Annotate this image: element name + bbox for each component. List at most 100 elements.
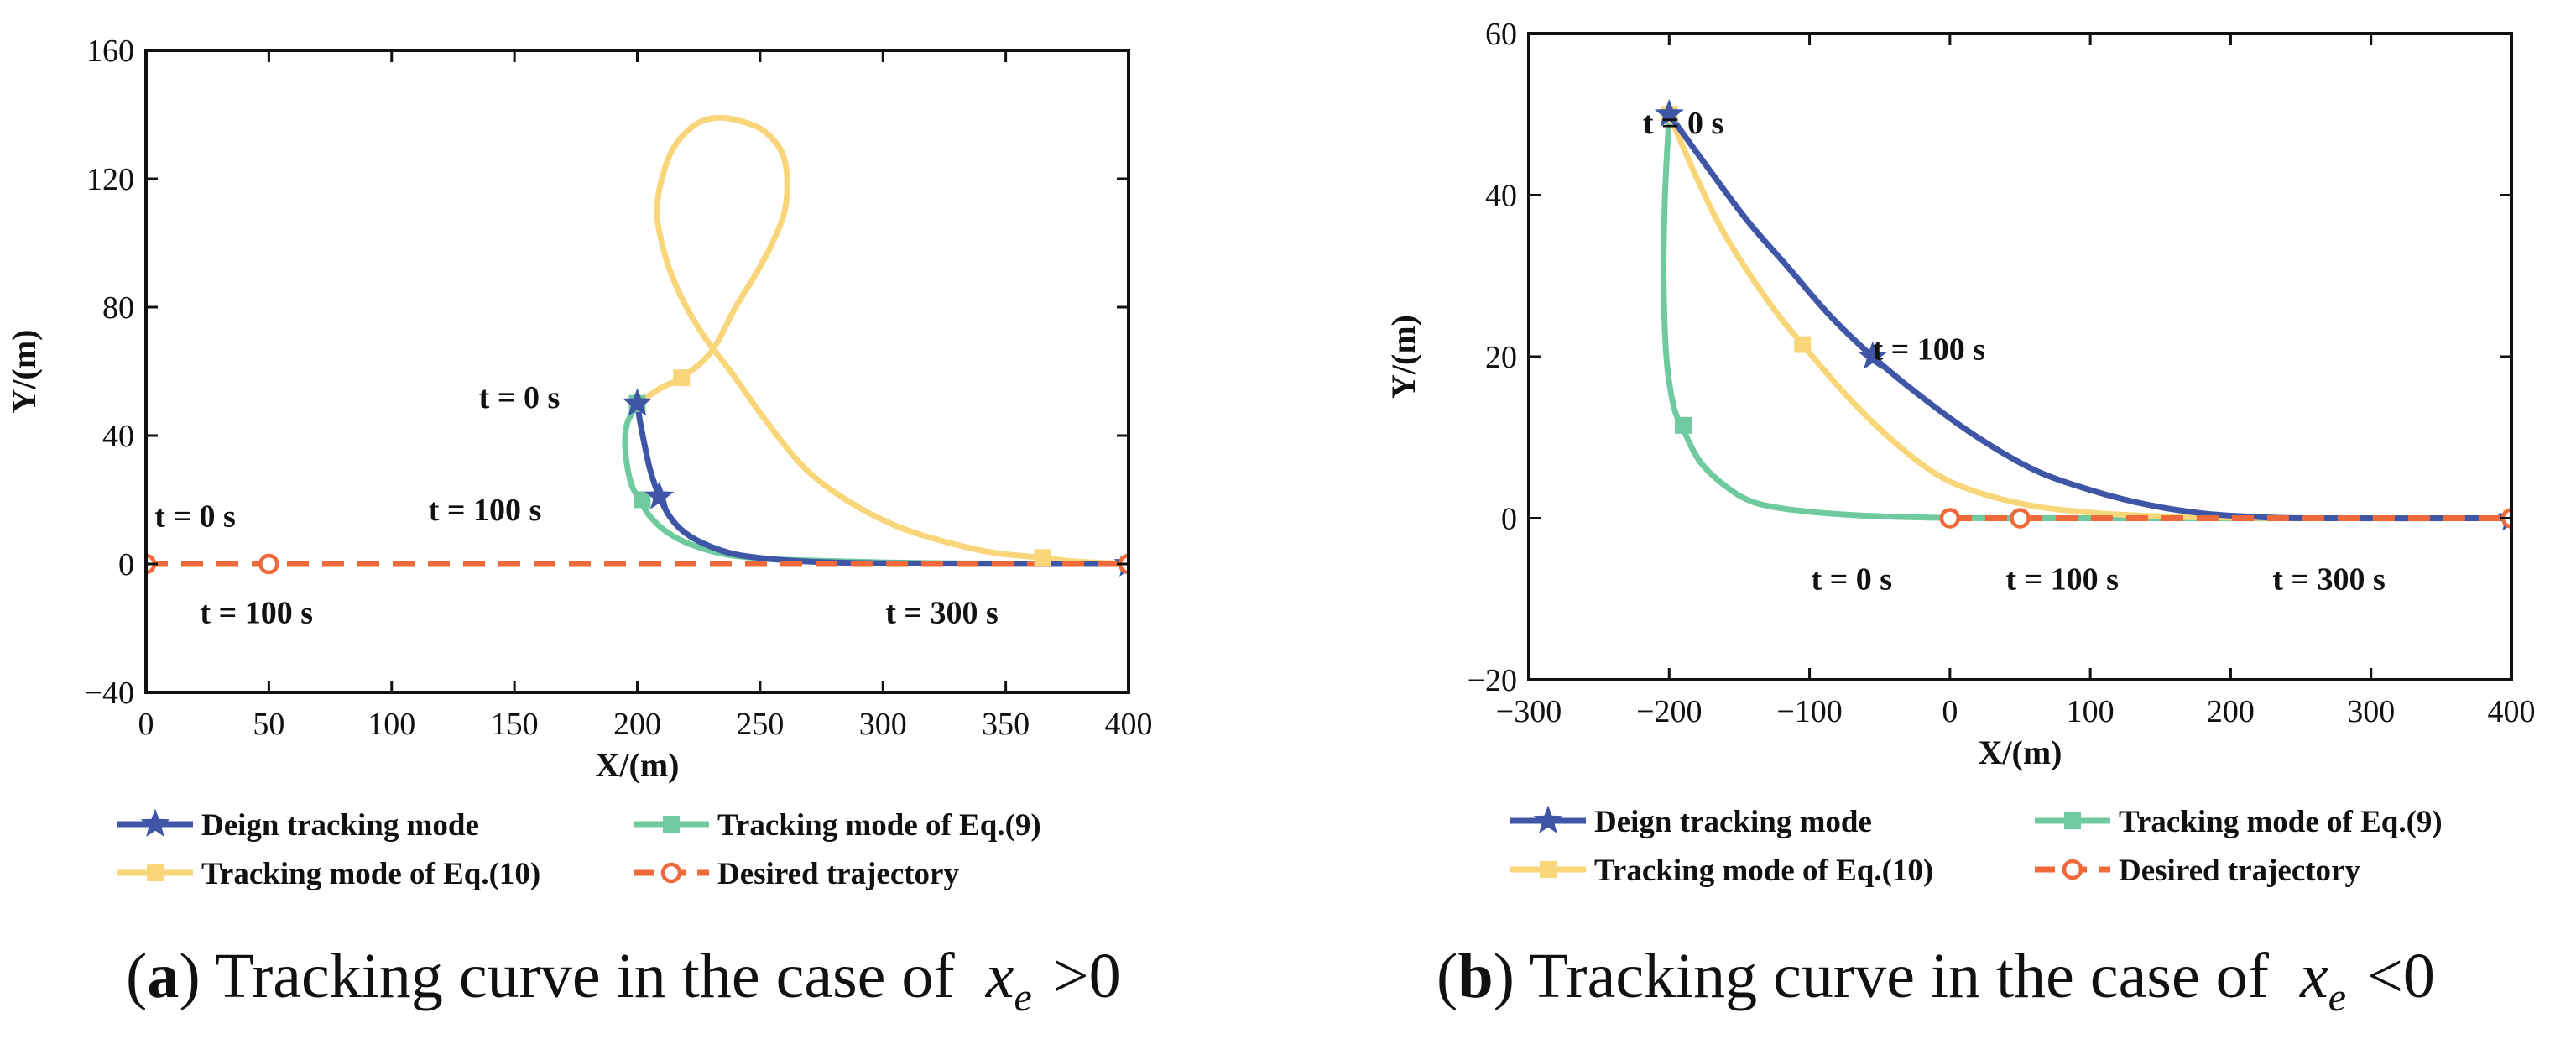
time-annotation: t = 100 s: [1872, 332, 1985, 367]
caption-relation: <0: [2351, 941, 2435, 1011]
legend-marker-eq10: [147, 864, 164, 881]
time-annotation: t = 100 s: [429, 493, 542, 528]
legend-label-eq9: Tracking mode of Eq.(9): [717, 808, 1041, 843]
time-annotation: t = 0 s: [479, 380, 561, 415]
y-axis-title: Y/(m): [1384, 315, 1422, 399]
time-annotation: t = 300 s: [885, 595, 999, 630]
y-tick-label: −20: [1468, 663, 1517, 698]
time-annotation: t = 300 s: [2272, 562, 2386, 598]
series-marker-desired: [1939, 508, 1961, 529]
x-axis-title: X/(m): [596, 746, 680, 784]
x-tick-label: −100: [1776, 694, 1842, 729]
x-tick-label: 0: [1942, 694, 1958, 729]
caption-text: ) Tracking curve in the case of: [179, 941, 970, 1011]
x-tick-label: 150: [491, 707, 539, 742]
time-annotation: t = 0 s: [154, 499, 236, 535]
series-marker-eq9: [634, 491, 651, 509]
y-tick-label: 40: [102, 419, 134, 454]
caption-sub: e: [1014, 975, 1031, 1020]
caption-paren: (: [126, 941, 147, 1011]
caption-var: x: [2299, 941, 2328, 1011]
series-line-eq10: [1666, 112, 2511, 522]
x-tick-label: 100: [2067, 694, 2115, 729]
legend-item-desired: Desired trajectory: [634, 857, 959, 891]
caption-var: x: [985, 941, 1014, 1011]
caption-sub: e: [2328, 975, 2346, 1020]
series-marker-desired: [258, 553, 279, 575]
legend-label-design: Deign tracking mode: [201, 808, 479, 843]
x-tick-label: 50: [253, 707, 284, 742]
plot-data: [1654, 98, 2511, 531]
legend-item-design: Deign tracking mode: [117, 808, 479, 843]
legend-item-design: Deign tracking mode: [1510, 805, 1872, 839]
legend-label-eq10: Tracking mode of Eq.(10): [201, 857, 540, 891]
series-line-design: [1666, 112, 2511, 522]
x-tick-label: 300: [2347, 694, 2395, 729]
series-line-eq10: [635, 114, 1129, 567]
x-tick-label: 400: [1105, 707, 1153, 742]
series-marker-eq9: [1675, 416, 1692, 434]
y-tick-label: 20: [1485, 340, 1517, 375]
series-marker-design: [1654, 98, 1684, 128]
legend-label-eq10: Tracking mode of Eq.(10): [1594, 854, 1933, 888]
x-axis-title: X/(m): [1979, 734, 2062, 771]
legend-label-desired: Desired trajectory: [2119, 854, 2360, 888]
legend-label-desired: Desired trajectory: [717, 857, 959, 891]
y-tick-label: 80: [102, 290, 134, 326]
caption-paren: (: [1437, 941, 1457, 1011]
series-line-design: [634, 403, 1129, 567]
series-marker-design: [1858, 341, 1888, 369]
series-marker-design: [644, 481, 675, 509]
caption-text: ) Tracking curve in the case of: [1494, 941, 2285, 1011]
legend-marker-eq10: [1540, 861, 1557, 878]
time-annotation: t = 100 s: [2005, 562, 2119, 598]
panel-caption: (a) Tracking curve in the case of xe >0: [126, 941, 1121, 1020]
x-tick-label: 350: [982, 707, 1030, 742]
legend-label-design: Deign tracking mode: [1594, 805, 1872, 839]
x-tick-label: 250: [736, 707, 784, 742]
x-tick-label: 400: [2488, 694, 2536, 729]
legend-marker-eq9: [663, 816, 680, 833]
time-annotation: t = 0 s: [1643, 106, 1724, 141]
x-tick-label: 200: [613, 707, 661, 742]
panel-b: −300 −200 −100 0 100 200 300 400−200204060X/(m)…: [1384, 17, 2536, 1020]
x-tick-label: −200: [1636, 694, 1702, 729]
legend-item-eq9: Tracking mode of Eq.(9): [634, 808, 1041, 843]
x-tick-label: −300: [1496, 694, 1562, 729]
x-tick-label: 100: [368, 707, 415, 742]
caption-letter: a: [147, 941, 179, 1011]
x-tick-label: 0: [138, 707, 154, 742]
legend-marker-eq9: [2064, 812, 2081, 829]
legend-marker-design: [140, 808, 170, 837]
y-tick-label: 40: [1485, 179, 1517, 214]
y-tick-label: 0: [118, 547, 134, 582]
series-marker-eq10: [1794, 336, 1812, 353]
caption-relation: >0: [1037, 941, 1121, 1011]
panel-caption: (b) Tracking curve in the case of xe <0: [1437, 941, 2435, 1020]
legend-marker-design: [1533, 805, 1563, 833]
y-tick-label: 160: [86, 34, 134, 69]
x-tick-label: 200: [2207, 694, 2255, 729]
panel-a: 0 50 100 150 200 250 300 350 400−4004080120160X/…: [5, 34, 1153, 1020]
series-marker-desired: [2010, 508, 2031, 529]
caption-letter: b: [1457, 941, 1493, 1011]
legend-item-eq10: Tracking mode of Eq.(10): [117, 857, 540, 891]
y-axis-title: Y/(m): [5, 330, 43, 414]
legend-item-eq10: Tracking mode of Eq.(10): [1510, 854, 1933, 888]
legend-item-desired: Desired trajectory: [2035, 854, 2360, 888]
plot-data: [146, 114, 1129, 577]
legend-label-eq9: Tracking mode of Eq.(9): [2119, 805, 2443, 839]
legend: Deign tracking mode Tracking mode of Eq.(…: [117, 808, 1041, 891]
y-tick-label: 0: [1501, 502, 1517, 537]
time-annotation: t = 0 s: [1811, 562, 1892, 598]
series-marker-eq10: [673, 369, 691, 387]
time-annotation: t = 100 s: [200, 595, 313, 630]
series-marker-eq10: [1034, 549, 1051, 566]
series-line-eq9: [1661, 114, 2511, 522]
legend-marker-desired: [2062, 859, 2083, 880]
legend-item-eq9: Tracking mode of Eq.(9): [2035, 805, 2443, 839]
y-tick-label: −40: [85, 676, 134, 711]
y-tick-label: 60: [1485, 17, 1517, 52]
